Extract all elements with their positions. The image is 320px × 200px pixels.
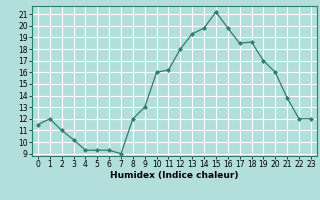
X-axis label: Humidex (Indice chaleur): Humidex (Indice chaleur)	[110, 171, 239, 180]
